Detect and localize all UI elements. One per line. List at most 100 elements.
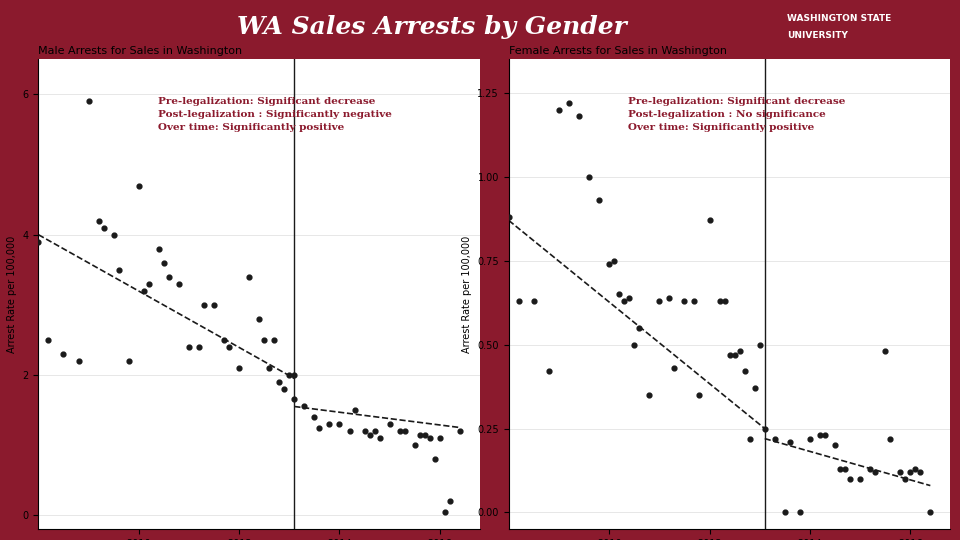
Point	[136, 287, 152, 295]
Point	[747, 384, 762, 393]
Point	[607, 256, 622, 265]
Text: Pre-legalization: Significant decrease
Post-legalization : No significance
Over : Pre-legalization: Significant decrease P…	[628, 97, 846, 132]
Point	[686, 296, 702, 305]
Point	[902, 468, 918, 476]
Point	[256, 335, 272, 344]
Point	[737, 367, 753, 376]
Point	[803, 434, 818, 443]
Point	[287, 370, 302, 379]
Point	[727, 350, 742, 359]
Point	[156, 259, 172, 267]
Point	[712, 296, 728, 305]
Point	[551, 105, 566, 114]
Point	[752, 340, 767, 349]
Point	[767, 434, 782, 443]
Point	[161, 273, 177, 281]
Point	[242, 273, 257, 281]
Text: WA Sales Arrests by Gender: WA Sales Arrests by Gender	[237, 15, 627, 39]
Point	[852, 475, 868, 483]
Point	[312, 423, 327, 432]
Point	[40, 335, 56, 344]
Point	[571, 112, 587, 121]
Point	[702, 216, 717, 225]
Point	[111, 266, 127, 274]
Point	[91, 217, 107, 225]
Point	[392, 427, 407, 435]
Point	[913, 468, 928, 476]
Point	[661, 293, 677, 302]
Y-axis label: Arrest Rate per 100,000: Arrest Rate per 100,000	[462, 235, 472, 353]
Point	[372, 434, 387, 442]
Point	[196, 300, 211, 309]
Point	[632, 323, 647, 332]
Point	[692, 390, 708, 399]
Point	[332, 420, 348, 428]
Point	[742, 434, 757, 443]
Point	[347, 406, 362, 414]
Point	[231, 363, 247, 372]
Point	[893, 468, 908, 476]
Point	[427, 455, 443, 463]
Point	[898, 475, 913, 483]
Point	[261, 363, 276, 372]
Point	[322, 420, 337, 428]
Point	[828, 441, 843, 450]
Point	[71, 356, 86, 365]
Point	[652, 296, 667, 305]
Point	[121, 356, 136, 365]
Point	[81, 97, 96, 106]
Point	[792, 508, 807, 517]
Point	[582, 173, 597, 181]
Text: Pre-legalization: Significant decrease
Post-legalization : Significantly negativ: Pre-legalization: Significant decrease P…	[157, 97, 392, 132]
Point	[437, 508, 452, 516]
Point	[616, 296, 632, 305]
Point	[452, 427, 468, 435]
Point	[612, 290, 627, 299]
Point	[602, 260, 617, 268]
Point	[842, 475, 857, 483]
Point	[443, 497, 458, 505]
Point	[252, 314, 267, 323]
Point	[591, 196, 607, 205]
Point	[417, 430, 432, 439]
Point	[907, 464, 923, 473]
Point	[382, 420, 397, 428]
Point	[666, 364, 682, 373]
Point	[362, 430, 377, 439]
Point	[862, 464, 877, 473]
Point	[877, 347, 893, 356]
Point	[272, 377, 287, 386]
Point	[206, 300, 222, 309]
Point	[56, 349, 71, 358]
Point	[342, 427, 357, 435]
Point	[306, 413, 322, 421]
Point	[141, 280, 156, 288]
Point	[562, 99, 577, 107]
Point	[171, 280, 186, 288]
Y-axis label: Arrest Rate per 100,000: Arrest Rate per 100,000	[7, 235, 17, 353]
Point	[812, 431, 828, 440]
Point	[511, 296, 526, 305]
Point	[757, 424, 773, 433]
Point	[357, 427, 372, 435]
Point	[717, 296, 732, 305]
Point	[412, 430, 427, 439]
Point	[832, 464, 848, 473]
Point	[297, 402, 312, 411]
Point	[222, 342, 237, 351]
Text: Male Arrests for Sales in Washington: Male Arrests for Sales in Washington	[38, 46, 243, 56]
Point	[641, 390, 657, 399]
Point	[722, 350, 737, 359]
Point	[541, 367, 557, 376]
Point	[837, 464, 852, 473]
Point	[397, 427, 413, 435]
Point	[281, 370, 297, 379]
Text: WASHINGTON STATE: WASHINGTON STATE	[787, 15, 892, 23]
Point	[287, 395, 302, 404]
Point	[621, 293, 636, 302]
Point	[151, 245, 166, 253]
Point	[782, 437, 798, 446]
Point	[526, 296, 541, 305]
Point	[422, 434, 438, 442]
Point	[216, 335, 231, 344]
